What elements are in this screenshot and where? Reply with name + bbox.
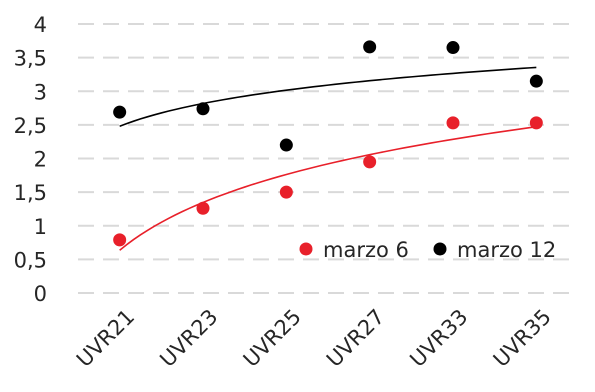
y-tick-label: 4 — [34, 13, 47, 37]
data-point — [113, 233, 127, 247]
legend-label: marzo 12 — [457, 238, 556, 262]
x-tick-label: UVR35 — [489, 305, 556, 372]
y-tick-label: 1,5 — [14, 181, 47, 205]
data-point — [279, 185, 293, 199]
legend: marzo 6 marzo 12 — [299, 238, 556, 262]
legend-label: marzo 6 — [323, 238, 409, 262]
x-tick-label: UVR27 — [322, 305, 389, 372]
legend-marker — [299, 242, 313, 256]
data-point — [529, 116, 543, 130]
y-tick-label: 2 — [34, 148, 47, 172]
x-tick-label: UVR25 — [239, 305, 306, 372]
data-point — [196, 102, 210, 116]
y-axis-ticks: 0 0,5 1 1,5 2 2,5 3 3,5 4 — [14, 13, 47, 306]
data-point — [446, 41, 460, 55]
y-tick-label: 2,5 — [14, 114, 47, 138]
data-point — [446, 116, 460, 130]
y-tick-label: 0,5 — [14, 248, 47, 272]
data-point — [529, 74, 543, 88]
data-point — [363, 40, 377, 54]
x-tick-label: UVR21 — [72, 305, 139, 372]
grid-layer — [78, 23, 578, 294]
y-tick-label: 3 — [34, 80, 47, 104]
legend-marker — [433, 242, 447, 256]
data-point — [279, 138, 293, 152]
data-point — [363, 155, 377, 169]
x-axis-ticks: UVR21 UVR23 UVR25 UVR27 UVR33 UVR35 — [72, 305, 556, 372]
data-point — [113, 105, 127, 119]
y-tick-label: 3,5 — [14, 47, 47, 71]
trendline-marzo-12 — [119, 66, 537, 127]
trendline-marzo-6 — [119, 125, 537, 251]
trendlines — [119, 66, 537, 251]
x-tick-label: UVR23 — [155, 305, 222, 372]
y-tick-label: 0 — [34, 282, 47, 306]
data-point — [196, 201, 210, 215]
x-tick-label: UVR33 — [405, 305, 472, 372]
y-tick-label: 1 — [34, 215, 47, 239]
data-points — [113, 40, 543, 247]
